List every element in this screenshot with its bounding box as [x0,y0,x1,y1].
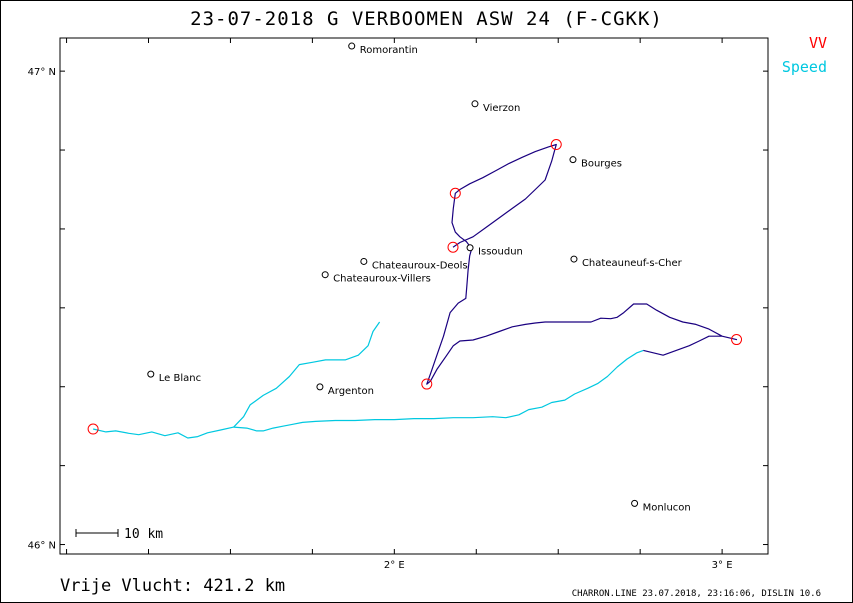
x-tick-label: 2° E [384,560,405,571]
axis-ticks [60,38,768,554]
turnpoint-marker [421,378,433,390]
scale-bar-label: 10 km [124,527,163,542]
town-marker [348,42,356,50]
town-label: Issoudun [478,247,523,258]
footer-info: CHARRON.LINE 23.07.2018, 23:16:06, DISLI… [571,589,821,599]
legend-vv: VV [808,34,827,52]
y-tick-label: 46° N [28,541,56,552]
town-label: Vierzon [483,103,520,114]
town-label: Le Blanc [159,373,201,384]
speed-track-line [92,349,644,439]
y-tick-label: 47° N [28,67,56,78]
legend-speed: Speed [781,58,827,76]
speed-track-layer [92,321,644,439]
towns-layer: Romorantin Vierzon Bourges Issoudun Chateaur… [147,42,691,513]
free-flight-distance: Vrije Vlucht: 421.2 km [60,576,286,596]
town-label: Bourges [581,159,622,170]
town-label: Chateauroux-Deols [372,260,468,271]
turnpoint-marker [731,334,743,346]
town-label: Monlucon [643,502,691,513]
town-marker [360,257,368,265]
town-marker [147,370,155,378]
turnpoint-marker [87,423,99,435]
turnpoint-marker [449,187,461,199]
town-marker [631,499,639,507]
map-frame [59,37,769,555]
turnpoint-marker [550,139,562,151]
town-marker [471,100,479,108]
task-lines-layer [87,139,743,435]
turnpoint-marker [447,241,459,253]
axis-tick-labels: 2° E 3° E 47° N 46° N [28,67,733,571]
town-marker [569,156,577,164]
town-label: Chateauneuf-s-Cher [582,258,683,269]
speed-track-climb-line [233,321,381,428]
town-marker [466,244,474,252]
x-tick-label: 3° E [712,560,733,571]
town-marker [570,255,578,263]
town-label: Chateauroux-Villers [333,274,431,285]
town-label: Argenton [328,386,374,397]
scale-bar: 10 km [75,527,163,542]
town-marker [321,271,329,279]
town-label: Romorantin [360,45,418,56]
town-marker [316,383,324,391]
map-title: 23-07-2018 G VERBOOMEN ASW 24 (F-CGKK) [190,8,663,30]
